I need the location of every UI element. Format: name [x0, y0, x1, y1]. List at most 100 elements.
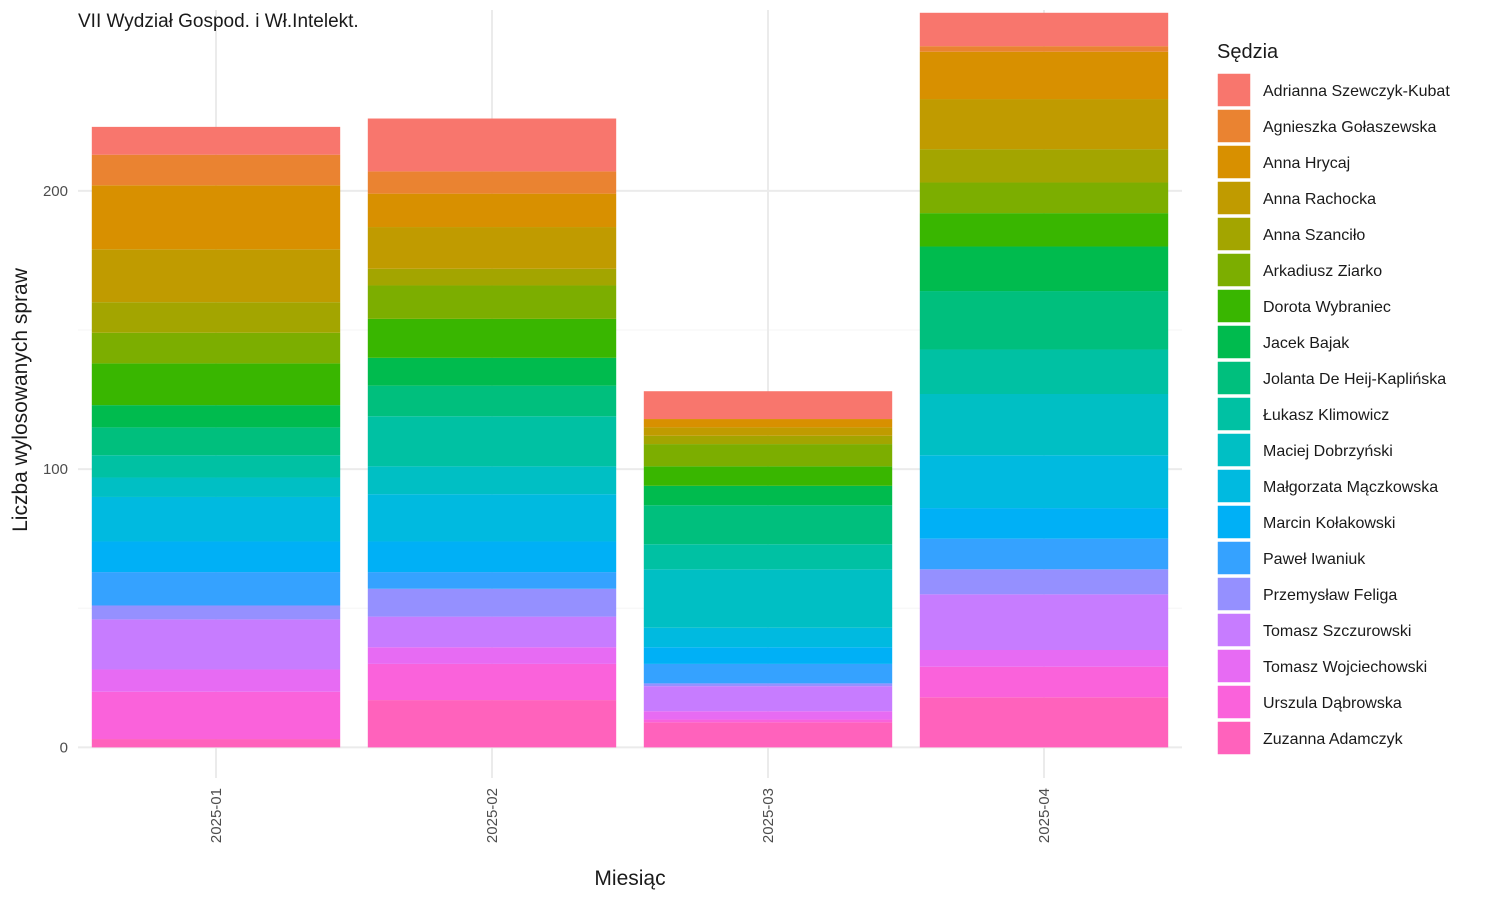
bar-segment-2025-04-maciej-dobrzynski	[919, 394, 1169, 456]
bar-segment-2025-01-agnieszka-golaszewska	[91, 154, 341, 186]
bar-segment-2025-01-urszula-dabrowska	[91, 691, 341, 740]
legend-item-pawel-iwaniuk: Paweł Iwaniuk	[1216, 540, 1366, 576]
bar-segment-2025-02-lukasz-klimowicz	[367, 416, 617, 467]
bar-segment-2025-01-jolanta-de-heij-kaplinska	[91, 427, 341, 456]
bar-segment-2025-02-zuzanna-adamczyk	[367, 700, 617, 748]
legend-label: Tomasz Wojciechowski	[1263, 659, 1427, 676]
bar-segment-2025-04-lukasz-klimowicz	[919, 349, 1169, 394]
legend-key	[1216, 360, 1252, 396]
legend-key	[1216, 684, 1252, 720]
legend-label: Anna Szanciło	[1263, 227, 1365, 244]
bar-segment-2025-04-zuzanna-adamczyk	[919, 697, 1169, 748]
bar-segment-2025-03-jolanta-de-heij-kaplinska	[643, 505, 893, 545]
bar-segment-2025-02-jolanta-de-heij-kaplinska	[367, 385, 617, 417]
legend-key	[1216, 648, 1252, 684]
bar-segment-2025-03-zuzanna-adamczyk	[643, 722, 893, 748]
legend-item-lukasz-klimowicz: Łukasz Klimowicz	[1216, 396, 1389, 432]
bar-segment-2025-02-anna-szancilo	[367, 268, 617, 286]
bar-segment-2025-04-agnieszka-golaszewska	[919, 46, 1169, 52]
bar-segment-2025-01-lukasz-klimowicz	[91, 455, 341, 478]
bar-segment-2025-02-jacek-bajak	[367, 357, 617, 386]
x-tick-label: 2025-02	[484, 788, 501, 843]
bar-segment-2025-04-pawel-iwaniuk	[919, 538, 1169, 570]
legend-key	[1216, 324, 1252, 360]
bar-segment-2025-04-arkadiusz-ziarko	[919, 182, 1169, 214]
bar-segment-2025-02-anna-rachocka	[367, 227, 617, 269]
legend-key	[1216, 252, 1252, 288]
legend-item-malgorzata-maczkowska: Małgorzata Mączkowska	[1216, 468, 1438, 504]
legend-label: Arkadiusz Ziarko	[1263, 263, 1382, 280]
legend: Sędzia Adrianna Szewczyk-Kubat Agnieszka …	[1216, 41, 1450, 756]
bar-segment-2025-04-urszula-dabrowska	[919, 666, 1169, 698]
legend-item-dorota-wybraniec: Dorota Wybraniec	[1216, 288, 1391, 324]
bar-segment-2025-04-adrianna-szewczyk-kubat	[919, 12, 1169, 47]
bar-segment-2025-04-jacek-bajak	[919, 246, 1169, 292]
y-tick-label: 0	[60, 739, 68, 756]
legend-item-anna-rachocka: Anna Rachocka	[1216, 180, 1376, 216]
bar-segment-2025-03-malgorzata-maczkowska	[643, 627, 893, 648]
legend-key	[1216, 288, 1252, 324]
bar-segment-2025-01-arkadiusz-ziarko	[91, 332, 341, 364]
legend-label: Zuzanna Adamczyk	[1263, 731, 1404, 748]
bar-segment-2025-03-przemyslaw-feliga	[643, 683, 893, 687]
legend-item-marcin-kolakowski: Marcin Kołakowski	[1216, 504, 1395, 540]
legend-item-tomasz-szczurowski: Tomasz Szczurowski	[1216, 612, 1411, 648]
bar-segment-2025-04-malgorzata-maczkowska	[919, 455, 1169, 509]
bar-segment-2025-02-maciej-dobrzynski	[367, 466, 617, 495]
legend-item-jolanta-de-heij-kaplinska: Jolanta De Heij-Kaplińska	[1216, 360, 1446, 396]
bar-segment-2025-03-dorota-wybraniec	[643, 466, 893, 486]
legend-key	[1216, 72, 1252, 108]
y-axis-ticks: 0 100 200	[43, 183, 68, 757]
bar-segment-2025-04-marcin-kolakowski	[919, 508, 1169, 539]
x-tick-label: 2025-03	[760, 788, 777, 843]
bars	[91, 12, 1169, 748]
bar-segment-2025-02-pawel-iwaniuk	[367, 572, 617, 589]
legend-key	[1216, 144, 1252, 180]
legend-item-adrianna-szewczyk-kubat: Adrianna Szewczyk-Kubat	[1216, 72, 1450, 108]
bar-segment-2025-04-tomasz-szczurowski	[919, 594, 1169, 650]
legend-label: Urszula Dąbrowska	[1263, 695, 1402, 712]
bar-segment-2025-02-urszula-dabrowska	[367, 663, 617, 701]
legend-item-jacek-bajak: Jacek Bajak	[1216, 324, 1350, 360]
legend-item-maciej-dobrzynski: Maciej Dobrzyński	[1216, 432, 1393, 468]
bar-segment-2025-04-anna-rachocka	[919, 99, 1169, 150]
legend-key	[1216, 396, 1252, 432]
legend-key	[1216, 108, 1252, 144]
bar-segment-2025-01-tomasz-wojciechowski	[91, 669, 341, 692]
bar-segment-2025-01-pawel-iwaniuk	[91, 572, 341, 606]
bar-segment-2025-03-urszula-dabrowska	[643, 719, 893, 723]
legend-label: Jacek Bajak	[1263, 335, 1350, 352]
bar-segment-2025-04-anna-hrycaj	[919, 51, 1169, 100]
bar-segment-2025-03-pawel-iwaniuk	[643, 663, 893, 684]
bar-segment-2025-01-anna-szancilo	[91, 302, 341, 333]
legend-label: Tomasz Szczurowski	[1263, 623, 1411, 640]
legend-item-urszula-dabrowska: Urszula Dąbrowska	[1216, 684, 1402, 720]
bar-segment-2025-03-arkadiusz-ziarko	[643, 444, 893, 467]
bar-segment-2025-01-jacek-bajak	[91, 405, 341, 428]
bar-segment-2025-01-zuzanna-adamczyk	[91, 739, 341, 748]
bar-segment-2025-04-anna-szancilo	[919, 149, 1169, 183]
legend-item-przemyslaw-feliga: Przemysław Feliga	[1216, 576, 1397, 612]
chart-title: VII Wydział Gospod. i Wł.Intelekt.	[78, 11, 359, 32]
bar-segment-2025-01-adrianna-szewczyk-kubat	[91, 126, 341, 155]
bar-segment-2025-02-marcin-kolakowski	[367, 541, 617, 573]
legend-item-anna-hrycaj: Anna Hrycaj	[1216, 144, 1350, 180]
bar-segment-2025-01-malgorzata-maczkowska	[91, 496, 341, 542]
bar-segment-2025-03-adrianna-szewczyk-kubat	[643, 391, 893, 420]
bar-segment-2025-03-anna-rachocka	[643, 427, 893, 436]
legend-key	[1216, 576, 1252, 612]
bar-segment-2025-02-malgorzata-maczkowska	[367, 494, 617, 542]
bar-segment-2025-03-lukasz-klimowicz	[643, 544, 893, 570]
legend-label: Przemysław Feliga	[1263, 587, 1397, 604]
legend-label: Łukasz Klimowicz	[1263, 407, 1389, 424]
legend-key	[1216, 504, 1252, 540]
legend-item-agnieszka-golaszewska: Agnieszka Gołaszewska	[1216, 108, 1437, 144]
bar-segment-2025-01-dorota-wybraniec	[91, 363, 341, 406]
bar-segment-2025-03-anna-szancilo	[643, 435, 893, 445]
legend-item-zuzanna-adamczyk: Zuzanna Adamczyk	[1216, 720, 1404, 756]
bar-segment-2025-02-przemyslaw-feliga	[367, 588, 617, 617]
bar-segment-2025-04-dorota-wybraniec	[919, 213, 1169, 247]
bar-segment-2025-01-anna-rachocka	[91, 249, 341, 303]
legend-item-arkadiusz-ziarko: Arkadiusz Ziarko	[1216, 252, 1382, 288]
